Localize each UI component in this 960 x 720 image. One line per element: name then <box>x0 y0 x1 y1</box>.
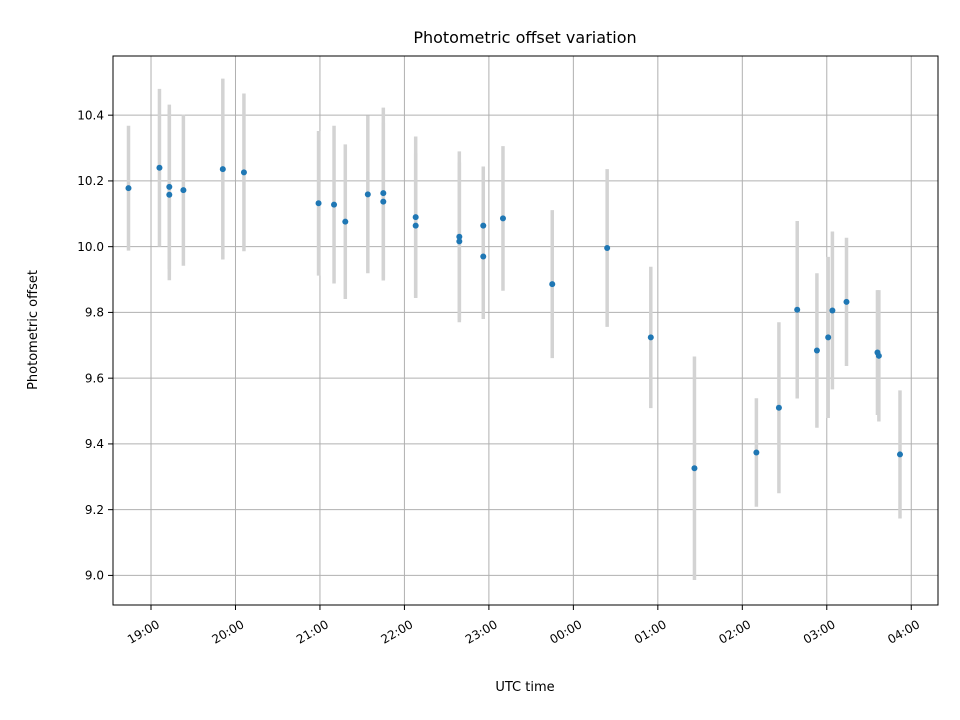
data-point-25 <box>775 404 782 411</box>
data-point-15 <box>456 233 463 240</box>
data-point-20 <box>549 281 556 288</box>
data-point-16 <box>456 238 463 245</box>
data-points <box>125 164 903 472</box>
data-point-8 <box>331 201 338 208</box>
data-point-3 <box>166 191 173 198</box>
data-point-27 <box>813 347 820 354</box>
data-point-33 <box>896 451 903 458</box>
data-point-13 <box>412 214 419 221</box>
data-point-0 <box>125 185 132 192</box>
data-point-29 <box>829 307 836 314</box>
data-point-12 <box>380 198 387 205</box>
plot-frame <box>112 55 939 606</box>
data-point-17 <box>480 222 487 229</box>
y-tick-label-7: 10.4 <box>77 108 104 122</box>
y-tick-label-2: 9.4 <box>85 437 104 451</box>
data-point-30 <box>843 298 850 305</box>
y-tick-label-4: 9.8 <box>85 306 104 320</box>
data-point-10 <box>364 191 371 198</box>
data-point-23 <box>691 465 698 472</box>
data-point-21 <box>604 244 611 251</box>
data-point-22 <box>647 334 654 341</box>
data-point-26 <box>794 306 801 313</box>
x-axis-label: UTC time <box>495 680 554 695</box>
data-point-9 <box>342 218 349 225</box>
y-tick-label-5: 10.0 <box>77 240 104 254</box>
data-point-7 <box>315 200 322 207</box>
data-point-32 <box>875 352 882 359</box>
data-point-6 <box>240 169 247 176</box>
data-point-2 <box>166 183 173 190</box>
data-point-1 <box>156 164 163 171</box>
data-point-18 <box>480 253 487 260</box>
y-axis-label: Photometric offset <box>26 270 41 390</box>
data-point-5 <box>219 166 226 173</box>
data-point-14 <box>412 222 419 229</box>
y-tick-label-6: 10.2 <box>77 174 104 188</box>
data-point-4 <box>180 187 187 194</box>
y-tick-label-1: 9.2 <box>85 503 104 517</box>
data-point-24 <box>753 449 760 456</box>
data-point-28 <box>825 334 832 341</box>
chart-title: Photometric offset variation <box>413 28 636 47</box>
y-axis-ticks: 9.0 9.2 9.4 9.6 9.8 10.0 10.2 10.4 <box>77 108 113 583</box>
data-point-19 <box>499 215 506 222</box>
y-tick-label-0: 9.0 <box>85 569 104 583</box>
y-tick-label-3: 9.6 <box>85 371 104 385</box>
data-point-11 <box>380 190 387 197</box>
